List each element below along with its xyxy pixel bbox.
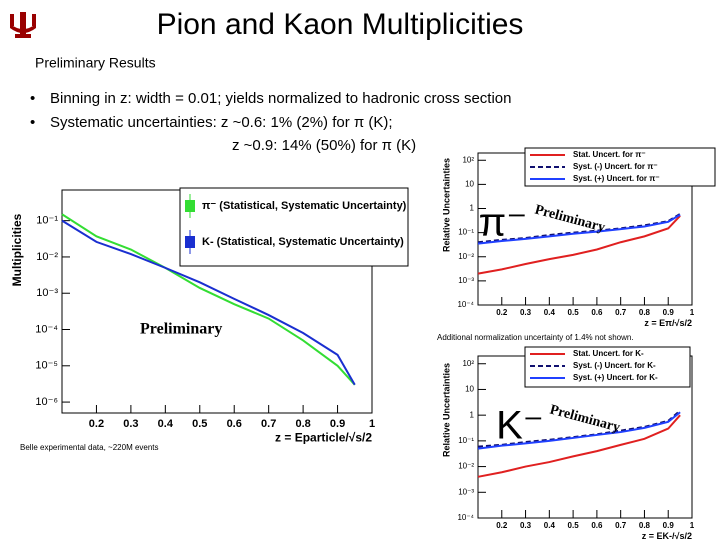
chart: 10² 10 1 10⁻¹ 10⁻² 10⁻³ 10⁻⁴ 0.2 0.3 0.4 0.5 0.6 0.7… [437, 147, 716, 342]
bullet-dot: • [30, 90, 35, 107]
legend-label: Syst. (-) Uncert. for K- [573, 361, 656, 370]
x-axis-label: z = Eparticle/√s/2 [275, 430, 372, 444]
series-line [477, 414, 681, 478]
legend-label: Syst. (+) Uncert. for K- [573, 373, 658, 382]
chart: 10² 10 1 10⁻¹ 10⁻² 10⁻³ 10⁻⁴ 0.2 0.3 0.4 0.5 0.6 0.7… [441, 346, 695, 540]
x-tick-label: 1 [690, 308, 695, 317]
series-line [61, 219, 356, 386]
chart: 10⁻¹ 10⁻² 10⁻³ 10⁻⁴ 10⁻⁵ 10⁻⁶ 0.2 0.3 0.4 0.5 0.6 0… [10, 187, 409, 452]
legend-label: Stat. Uncert. for π⁻ [573, 150, 646, 159]
x-tick-label: 0.2 [496, 521, 508, 530]
x-tick-label: 0.6 [591, 521, 603, 530]
particle-symbol: π⁻ [479, 201, 528, 245]
y-tick-label: 10⁻⁶ [35, 396, 58, 408]
legend-label: K- (Statistical, Systematic Uncertainty) [202, 236, 404, 248]
x-tick-label: 0.6 [227, 418, 242, 430]
y-tick-label: 10⁻⁴ [457, 300, 474, 309]
y-tick-label: 10 [465, 179, 474, 188]
legend-label: π⁻ (Statistical, Systematic Uncertainty) [202, 200, 407, 212]
y-axis-label: Multiplicities [10, 213, 24, 286]
y-tick-label: 10⁻³ [36, 287, 58, 299]
y-tick-label: 10² [462, 359, 474, 368]
series-line [61, 213, 356, 386]
y-tick-label: 10⁻¹ [36, 215, 58, 227]
x-axis-label: z = EK-/√s/2 [642, 531, 692, 540]
logo [10, 12, 36, 38]
x-tick-label: 0.8 [639, 521, 651, 530]
legend-label: Syst. (+) Uncert. for π⁻ [573, 174, 660, 183]
y-tick-label: 10⁻² [458, 252, 474, 261]
x-tick-label: 0.3 [123, 418, 138, 430]
x-tick-label: 0.9 [663, 521, 675, 530]
x-tick-label: 0.3 [520, 308, 532, 317]
y-tick-label: 10⁻³ [458, 487, 474, 496]
y-tick-label: 1 [470, 410, 475, 419]
y-axis-label: Relative Uncertainties [441, 158, 451, 252]
x-tick-label: 0.4 [544, 308, 556, 317]
x-tick-label: 0.7 [261, 418, 276, 430]
x-tick-label: 1 [690, 521, 695, 530]
bullet-continuation: z ~0.9: 14% (50%) for π (K) [232, 137, 416, 154]
y-tick-label: 10⁻⁴ [35, 323, 58, 335]
watermark: Preliminary [140, 321, 222, 338]
x-tick-label: 0.9 [330, 418, 345, 430]
bullet-dot: • [30, 114, 35, 131]
y-tick-label: 10⁻² [36, 251, 58, 263]
legend-label: Syst. (-) Uncert. for π⁻ [573, 162, 658, 171]
x-tick-label: 0.2 [89, 418, 104, 430]
y-tick-label: 10⁻⁴ [457, 513, 474, 522]
slide-title: Pion and Kaon Multiplicities [157, 8, 524, 41]
series-line [477, 215, 681, 275]
x-tick-label: 0.4 [544, 521, 556, 530]
y-tick-label: 10⁻⁵ [35, 360, 58, 372]
legend-box [179, 187, 409, 267]
x-tick-label: 0.7 [615, 521, 627, 530]
x-tick-label: 0.5 [568, 521, 580, 530]
x-tick-label: 0.4 [158, 418, 174, 430]
y-tick-label: 10⁻¹ [458, 228, 474, 237]
x-tick-label: 1 [369, 418, 375, 430]
x-tick-label: 0.7 [615, 308, 627, 317]
y-tick-label: 10² [462, 155, 474, 164]
x-tick-label: 0.3 [520, 521, 532, 530]
x-tick-label: 0.5 [568, 308, 580, 317]
slide-subtitle: Preliminary Results [35, 55, 156, 71]
x-tick-label: 0.9 [663, 308, 675, 317]
note: Additional normalization uncertainty of … [437, 333, 634, 342]
y-tick-label: 10 [465, 385, 474, 394]
x-tick-label: 0.8 [295, 418, 310, 430]
x-tick-label: 0.6 [591, 308, 603, 317]
series-line [477, 213, 681, 245]
legend-label: Stat. Uncert. for K- [573, 349, 644, 358]
x-tick-label: 0.5 [192, 418, 207, 430]
bullet: Systematic uncertainties: z ~0.6: 1% (2%… [50, 114, 393, 131]
bullet: Binning in z: width = 0.01; yields norma… [50, 90, 512, 107]
particle-symbol: K⁻ [496, 404, 544, 448]
y-tick-label: 1 [470, 204, 475, 213]
y-tick-label: 10⁻³ [458, 276, 474, 285]
x-tick-label: 0.2 [496, 308, 508, 317]
x-axis-label: z = Eπ/√s/2 [644, 318, 692, 328]
y-tick-label: 10⁻² [458, 462, 474, 471]
y-axis-label: Relative Uncertainties [441, 363, 451, 457]
series-line [477, 411, 681, 450]
note: Belle experimental data, ~220M events [20, 443, 159, 452]
y-tick-label: 10⁻¹ [458, 436, 474, 445]
x-tick-label: 0.8 [639, 308, 651, 317]
